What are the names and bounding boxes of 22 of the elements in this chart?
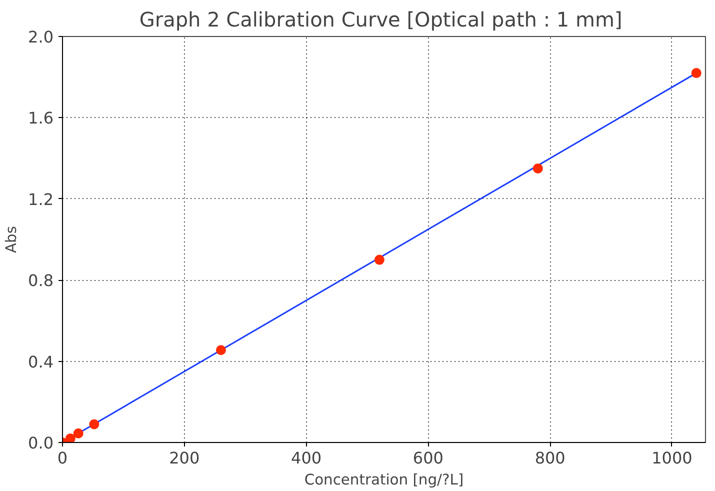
x-tick-label: 1000 (652, 448, 692, 468)
y-tick-label: 0.4 (28, 352, 54, 372)
x-tick-label: 800 (534, 448, 566, 468)
y-axis-title: Abs (3, 226, 20, 253)
y-tick-label: 0.0 (28, 434, 54, 452)
y-tick-label: 1.6 (28, 108, 54, 128)
x-axis-title: Concentration [ng/?L] (304, 472, 464, 488)
x-tick-label: 200 (169, 448, 200, 468)
x-tick-label: 400 (291, 448, 322, 468)
point (374, 254, 384, 265)
point (65, 433, 76, 442)
y-tick-label: 1.2 (28, 190, 54, 209)
y-tick-label: 2.0 (28, 28, 54, 46)
x-tick-label: 0 (57, 448, 68, 468)
point (73, 428, 84, 438)
y-tick-label: 0.8 (28, 271, 54, 290)
point (691, 68, 702, 78)
chart-title: Graph 2 Calibration Curve [Optical path : 1 mm] (139, 8, 622, 32)
point (89, 419, 100, 430)
x-tick-label: 600 (412, 448, 444, 468)
point (532, 163, 543, 174)
point (216, 345, 226, 356)
